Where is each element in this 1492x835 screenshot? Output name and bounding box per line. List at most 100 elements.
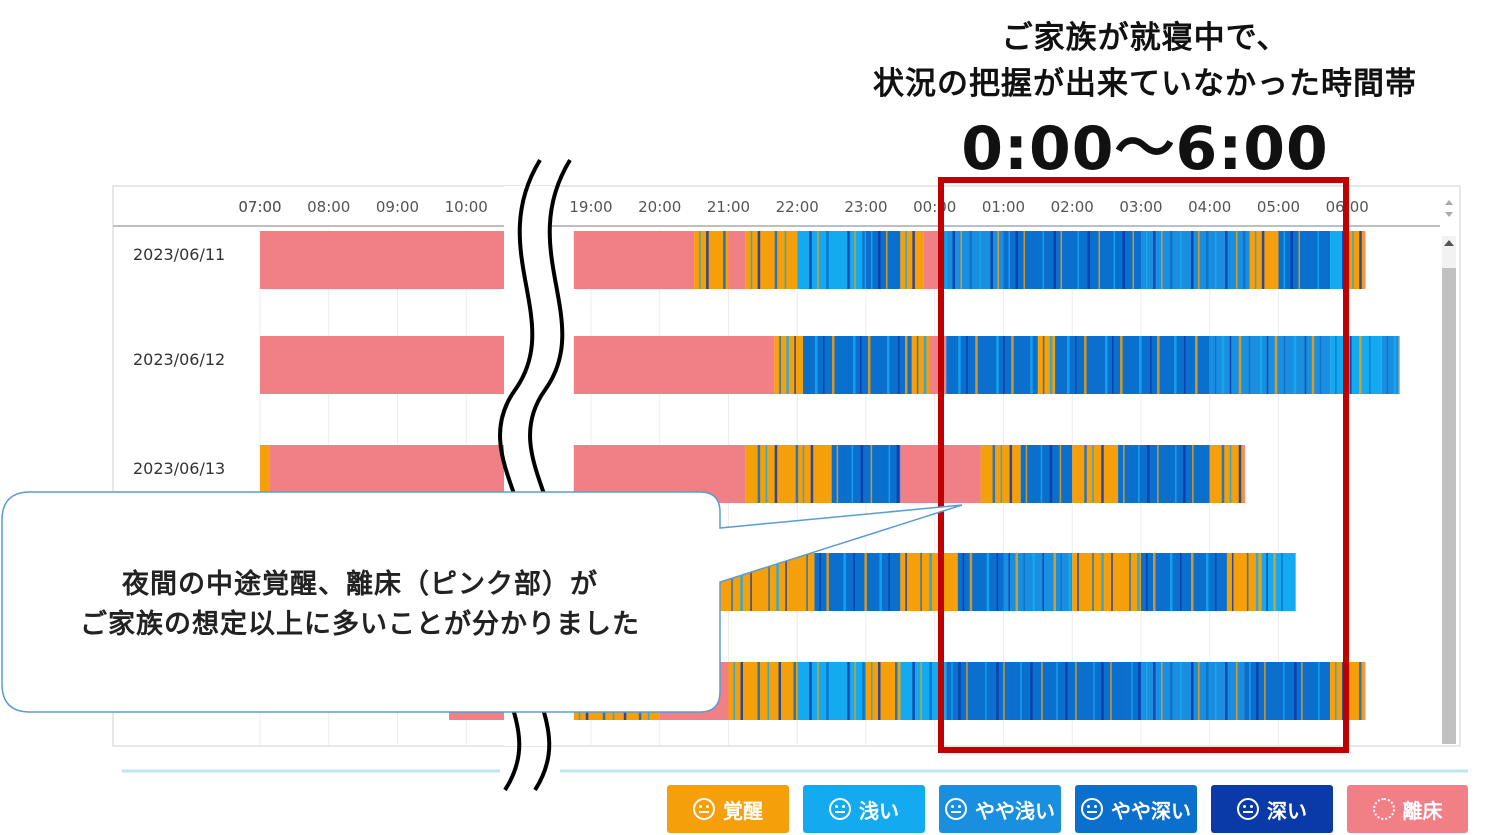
legend-out_of_bed-button[interactable]: 離床	[1347, 785, 1468, 833]
legend-deep-button[interactable]: 深い	[1211, 785, 1333, 833]
sleep-stage-stripe	[1011, 662, 1014, 720]
sleep-stage-stripe	[896, 445, 900, 503]
legend-light-button[interactable]: 浅い	[803, 785, 925, 833]
sleep-segment-bar	[1244, 445, 1246, 503]
smile-face-icon	[693, 798, 715, 820]
sleep-stage-stripe	[1122, 553, 1125, 611]
sleep-stage-stripe	[1101, 662, 1104, 720]
legend-label: 浅い	[859, 798, 899, 823]
sleep-stage-stripe	[774, 445, 778, 503]
sleep-stage-stripe	[1008, 553, 1010, 611]
sleep-stage-stripe	[1318, 662, 1320, 720]
sleep-stage-stripe	[1221, 336, 1225, 394]
sleep-stage-stripe	[1256, 662, 1259, 720]
sleep-stage-stripe	[879, 553, 882, 611]
sleep-stage-stripe	[996, 662, 999, 720]
sleep-stage-stripe	[929, 662, 932, 720]
sleep-stage-stripe	[843, 445, 847, 503]
sleep-segment-bar	[1037, 336, 1056, 394]
sleep-stage-stripe	[1161, 662, 1163, 720]
sleep-stage-stripe	[871, 553, 873, 611]
callout-bubble	[1, 491, 963, 713]
x-tick-label: 21:00	[707, 198, 750, 216]
sleep-stage-stripe	[795, 553, 798, 611]
sleep-stage-stripe	[765, 231, 768, 289]
sleep-segment-bar	[1364, 662, 1366, 720]
sleep-stage-stripe	[1042, 336, 1045, 394]
sleep-stage-stripe	[945, 231, 947, 289]
neutral-face-icon	[1237, 798, 1259, 820]
sleep-stage-stripe	[1068, 553, 1071, 611]
sleep-stage-stripe	[1000, 445, 1003, 503]
sleep-stage-stripe	[1105, 231, 1108, 289]
sleep-stage-stripe	[1307, 231, 1310, 289]
sleep-stage-stripe	[706, 231, 709, 289]
sleep-stage-stripe	[1261, 231, 1265, 289]
sleep-stage-stripe	[905, 662, 907, 720]
sleep-stage-stripe	[1138, 445, 1140, 503]
sleep-stage-stripe	[897, 336, 900, 394]
sleep-stage-stripe	[1123, 445, 1125, 503]
sleep-stage-stripe	[1008, 231, 1010, 289]
sleep-stage-stripe	[1311, 336, 1315, 394]
sleep-stage-stripe	[1161, 231, 1163, 289]
sleep-stage-stripe	[1147, 445, 1150, 503]
sleep-stage-stripe	[1087, 231, 1090, 289]
sleep-stage-stripe	[794, 336, 796, 394]
sleep-stage-stripe	[826, 553, 829, 611]
x-tick-label: 05:00	[1257, 198, 1300, 216]
sleep-stage-stripe	[1180, 553, 1182, 611]
sleep-stage-stripe	[740, 662, 743, 720]
sleep-segment-bar	[1055, 336, 1210, 394]
sleep-segment-bar	[728, 231, 746, 289]
x-tick-label: 01:00	[982, 198, 1025, 216]
sleep-stage-stripe	[966, 336, 968, 394]
sleep-stage-stripe	[1009, 445, 1013, 503]
sleep-stage-stripe	[826, 231, 829, 289]
sleep-stage-stripe	[1131, 662, 1133, 720]
sleep-segment-bar	[802, 336, 912, 394]
sleep-stage-stripe	[860, 445, 864, 503]
x-tick-label: 19:00	[569, 198, 612, 216]
sleep-stage-stripe	[809, 231, 812, 289]
sleep-stage-stripe	[733, 662, 735, 720]
sleep-stage-stripe	[1386, 336, 1389, 394]
sleep-stage-stripe	[806, 553, 808, 611]
sleep-stage-stripe	[1180, 662, 1182, 720]
sleep-stage-stripe	[951, 662, 953, 720]
legend-slightly_light-button[interactable]: やや浅い	[939, 785, 1061, 833]
sleep-stage-stripe	[950, 553, 953, 611]
sleep-segment-bar	[260, 231, 507, 289]
sleep-stage-stripe	[958, 336, 961, 394]
sleep-stage-stripe	[723, 231, 726, 289]
sleep-stage-stripe	[992, 445, 996, 503]
sleep-stage-stripe	[854, 662, 856, 720]
sleep-stage-stripe	[886, 231, 888, 289]
sleep-stage-stripe	[1077, 553, 1079, 611]
sleep-stage-stripe	[862, 662, 865, 720]
neutral-face-icon	[945, 798, 967, 820]
legend-awake-button[interactable]: 覚醒	[667, 785, 789, 833]
sleep-segment-bar	[1398, 336, 1400, 394]
sleep-stage-stripe	[1174, 336, 1177, 394]
x-tick-label: 02:00	[1051, 198, 1094, 216]
sleep-stage-stripe	[1113, 231, 1115, 289]
sleep-stage-stripe	[1264, 662, 1266, 720]
sleep-stage-stripe	[1146, 231, 1148, 289]
sleep-stage-stripe	[1350, 336, 1352, 394]
sleep-stage-stripe	[1092, 553, 1094, 611]
legend-slightly_deep-button[interactable]: やや深い	[1075, 785, 1197, 833]
sleep-stage-stripe	[1290, 231, 1293, 289]
sleep-stage-stripe	[1011, 336, 1014, 394]
sleep-stage-stripe	[920, 231, 922, 289]
sleep-stage-stripe	[871, 662, 873, 720]
sleep-stage-stripe	[1165, 336, 1167, 394]
sleep-stage-stripe	[870, 445, 873, 503]
sleep-stage-stripe	[1130, 445, 1133, 503]
dotted-circle-icon	[1372, 798, 1395, 820]
sleep-segment-bar	[957, 553, 1004, 611]
headline-line2: 状況の把握が出来ていなかった時間帯	[873, 66, 1417, 102]
sleep-stage-stripe	[975, 336, 978, 394]
sleep-stage-stripe	[817, 662, 819, 720]
sleep-stage-stripe	[876, 336, 879, 394]
